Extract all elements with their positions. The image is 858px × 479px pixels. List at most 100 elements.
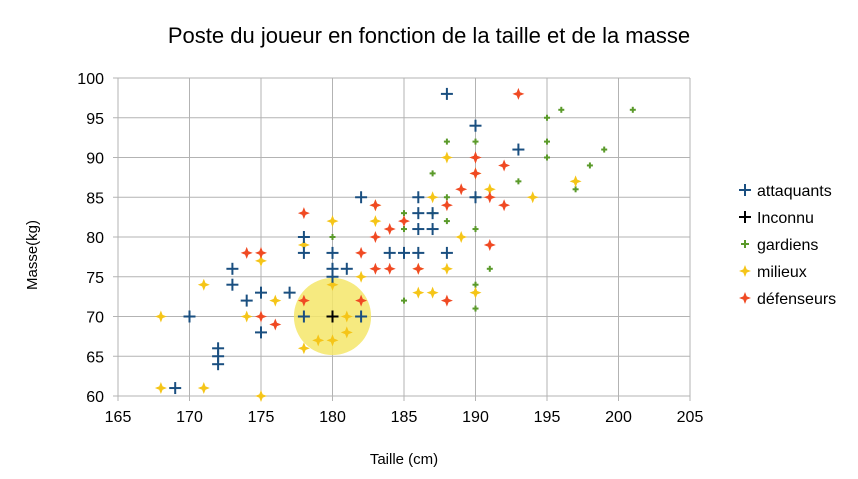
milieux-point (326, 278, 339, 291)
milieux-point (240, 310, 253, 323)
y-tick-label: 95 (86, 111, 104, 128)
defenseurs-point (369, 199, 382, 212)
attaquants-point (440, 246, 453, 259)
defenseurs-point (498, 159, 511, 172)
milieux-point (326, 215, 339, 228)
defenseurs-point (355, 294, 368, 307)
milieux-point (426, 191, 439, 204)
defenseurs-point (398, 215, 410, 228)
milieux-point (197, 382, 210, 395)
inconnu-point (326, 310, 339, 323)
milieux-point (154, 382, 167, 395)
attaquants-point (183, 310, 196, 323)
milieux-point (255, 390, 267, 402)
defenseurs-point (483, 191, 496, 204)
legend-label: milieux (757, 264, 807, 281)
attaquants-point (297, 231, 310, 243)
legend-marker (739, 265, 751, 277)
defenseurs-point (255, 310, 267, 323)
attaquants-point (255, 326, 267, 339)
defenseurs-point (483, 238, 496, 251)
attaquants-point (240, 294, 253, 307)
y-tick-label: 60 (86, 389, 104, 406)
y-tick-label: 85 (86, 190, 104, 207)
attaquants-point (512, 143, 525, 156)
y-tick-label: 90 (86, 151, 104, 168)
attaquants-point (383, 246, 396, 259)
defenseurs-point (255, 246, 267, 259)
defenseurs-point (269, 318, 282, 331)
gardiens-point (329, 234, 336, 240)
defenseurs-point (412, 262, 425, 275)
gardiens-point (544, 138, 550, 145)
attaquants-point (255, 286, 267, 299)
legend: attaquants Inconnu gardiens milieux défenseu… (739, 183, 836, 308)
defenseurs-point (498, 199, 511, 212)
attaquants-point (297, 310, 310, 323)
milieux-point (440, 151, 453, 164)
legend-marker (739, 211, 751, 223)
defenseurs-point (469, 151, 482, 164)
x-tick-label: 200 (605, 409, 632, 426)
milieux-point (569, 175, 582, 188)
gardiens-point (401, 297, 407, 304)
defenseurs-point (297, 294, 310, 307)
defenseurs-point (369, 231, 382, 243)
gardiens-point (443, 218, 450, 225)
milieux-point (255, 254, 267, 267)
milieux-point (297, 342, 310, 355)
gardiens-point (586, 162, 593, 169)
defenseurs-point (383, 223, 396, 236)
legend-label: Inconnu (757, 210, 814, 227)
attaquants-point (226, 278, 239, 291)
defenseurs-point (455, 183, 468, 196)
defenseurs-point (440, 199, 453, 212)
gardiens-point (515, 178, 522, 185)
gardiens-point (486, 265, 493, 272)
legend-label: défenseurs (757, 291, 836, 308)
defenseurs-point (383, 262, 396, 275)
milieux-point (526, 191, 539, 204)
milieux-point (369, 215, 382, 228)
x-tick-label: 175 (248, 409, 275, 426)
milieux-point (426, 286, 439, 299)
defenseurs-point (469, 167, 482, 180)
tick-labels: 165 170 175 180 185 190 195 200 205 60 65 70 75 80 85 9… (77, 71, 703, 426)
legend-label: attaquants (757, 183, 832, 200)
data-points (154, 87, 636, 402)
milieux-point (154, 310, 167, 323)
milieux-point (355, 270, 368, 283)
gardiens-point (472, 305, 479, 312)
gardiens-point (601, 146, 608, 153)
legend-marker (739, 292, 751, 304)
y-tick-label: 70 (86, 310, 104, 327)
gardiens-point (443, 138, 450, 145)
defenseurs-point (297, 207, 310, 220)
gardiens-point (544, 154, 550, 161)
y-axis-label: Masse(kg) (24, 220, 41, 290)
gardiens-point (472, 138, 479, 145)
gardiens-point (429, 170, 436, 177)
gardiens-point (558, 106, 565, 113)
x-tick-label: 195 (534, 409, 561, 426)
milieux-point (269, 294, 282, 307)
defenseurs-point (369, 262, 382, 275)
x-tick-label: 185 (391, 409, 418, 426)
attaquants-point (426, 223, 439, 236)
attaquants-point (426, 207, 439, 220)
legend-marker (739, 184, 751, 196)
milieux-point (440, 262, 453, 275)
attaquants-point (469, 119, 482, 132)
attaquants-point (326, 246, 339, 259)
attaquants-point (212, 358, 225, 371)
milieux-point (297, 238, 310, 251)
x-tick-label: 165 (105, 409, 132, 426)
attaquants-point (398, 246, 410, 259)
legend-marker (741, 240, 749, 248)
attaquants-point (283, 286, 296, 299)
y-tick-label: 65 (86, 349, 104, 366)
attaquants-point (169, 382, 182, 395)
chart-title: Poste du joueur en fonction de la taille… (168, 23, 690, 48)
x-tick-label: 180 (319, 409, 346, 426)
